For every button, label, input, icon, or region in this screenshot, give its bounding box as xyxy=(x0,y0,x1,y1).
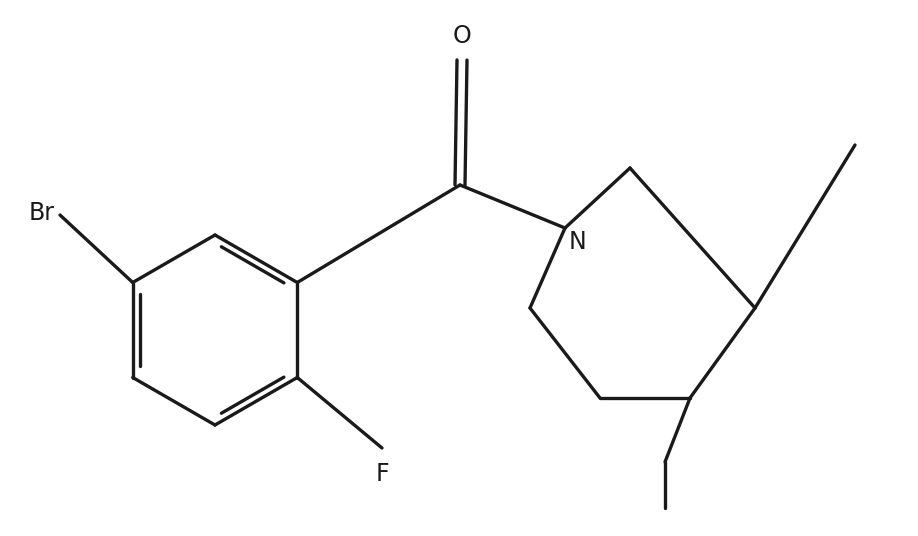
Text: N: N xyxy=(569,230,587,254)
Text: Br: Br xyxy=(29,201,55,225)
Text: F: F xyxy=(375,462,389,486)
Text: O: O xyxy=(453,24,471,48)
